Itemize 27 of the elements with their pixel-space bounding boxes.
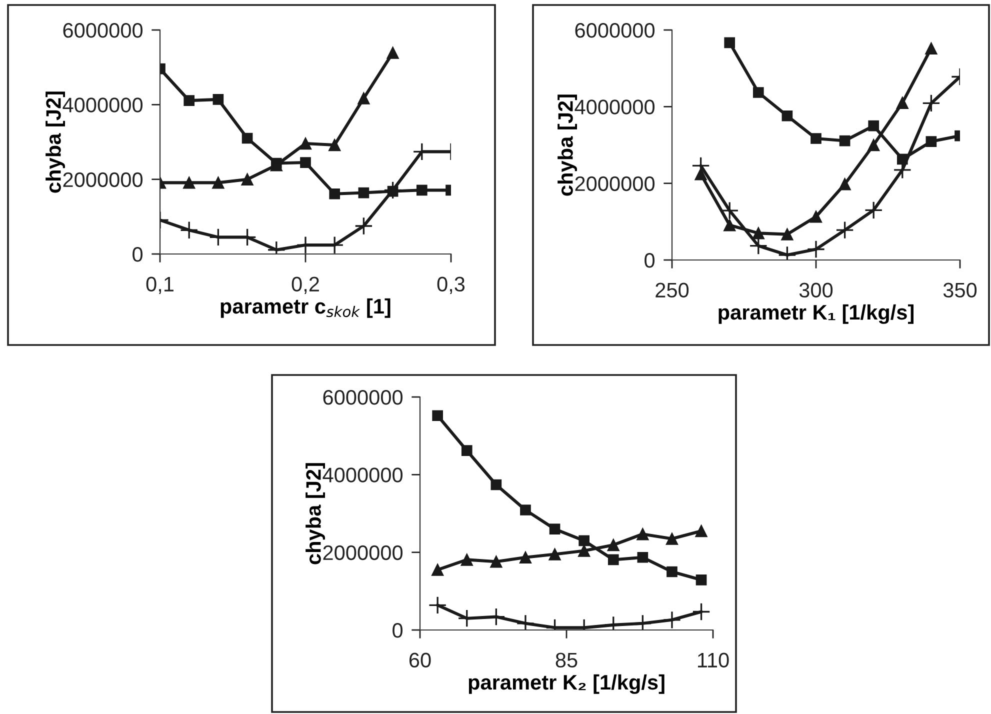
y-tick-label: 0: [392, 623, 403, 638]
x-tick-label: 0,2: [292, 276, 319, 294]
y-tick-label: 4000000: [322, 468, 403, 482]
y-tick-label: 0: [644, 253, 655, 268]
x-tick-label: 350: [943, 282, 977, 298]
y-axis-title: chyba [J2]: [46, 92, 66, 193]
x-tick-label: 0,3: [437, 276, 465, 294]
x-axis-title: parametr c$_{skok}$ [1]: [220, 298, 390, 318]
x-tick-label: 250: [656, 282, 689, 298]
y-tick-label: 2000000: [575, 176, 655, 192]
y-tick-label: 4000000: [62, 98, 143, 112]
y-tick-label: 6000000: [323, 390, 403, 405]
x-tick-label: 110: [698, 652, 729, 668]
x-tick-label: 0,1: [146, 276, 174, 294]
y-tick-label: 6000000: [575, 23, 655, 38]
y-tick-label: 4000000: [574, 100, 655, 114]
y-tick-label: 0: [132, 247, 143, 262]
x-axis-title: parametr K₁ [1/kg/s]: [718, 304, 914, 324]
y-tick-label: 2000000: [63, 172, 143, 188]
y-tick-label: 6000000: [63, 23, 143, 38]
x-tick-label: 60: [409, 652, 431, 668]
x-tick-label: 85: [556, 652, 578, 668]
y-axis-title: chyba [J2]: [558, 94, 578, 196]
y-axis-title: chyba [J2]: [306, 463, 326, 564]
x-tick-label: 300: [799, 282, 833, 298]
y-tick-label: 2000000: [323, 545, 403, 560]
x-axis-title: parametr K₂ [1/kg/s]: [468, 674, 664, 694]
